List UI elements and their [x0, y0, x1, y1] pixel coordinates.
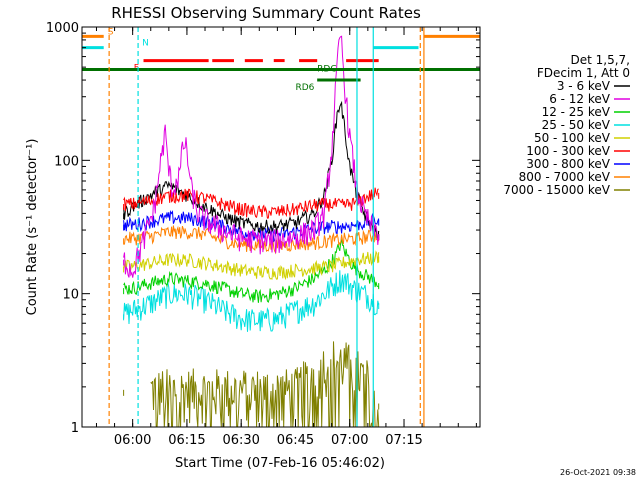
- y-tick-label: 1000: [46, 21, 79, 36]
- series-line-6: [123, 210, 380, 243]
- y-axis-label: Count Rate (s⁻¹ detector⁻¹): [25, 139, 40, 316]
- y-axis: 1 10 100 1000: [46, 21, 480, 436]
- flag-label-n: N: [142, 39, 149, 49]
- series-line-5: [123, 187, 379, 219]
- plot-frame: [81, 26, 481, 428]
- x-tick-label: 06:00: [114, 433, 151, 448]
- legend-label: 300 - 800 keV: [526, 157, 610, 171]
- x-axis: 06:00 06:15 06:30 06:45 07:00 07:15: [95, 27, 477, 448]
- vertical-markers: [108, 27, 425, 427]
- series-line-4: [123, 250, 380, 281]
- legend-label: 3 - 6 keV: [557, 79, 611, 93]
- series-line-1: [123, 35, 380, 278]
- legend-header: FDecim 1, Att 0: [537, 66, 630, 80]
- x-tick-label: 06:30: [222, 433, 259, 448]
- timestamp: 26-Oct-2021 09:38: [560, 468, 636, 477]
- legend-label: 7000 - 15000 keV: [503, 183, 610, 197]
- flag-label-s: S: [108, 27, 114, 37]
- legend-label: 25 - 50 keV: [542, 118, 611, 132]
- x-axis-label: Start Time (07-Feb-16 05:46:02): [175, 456, 385, 471]
- x-tick-label: 07:15: [385, 433, 422, 448]
- flag-label-rd6: RD6: [295, 83, 314, 93]
- x-tick-label: 06:15: [168, 433, 205, 448]
- x-tick-label: 06:45: [277, 433, 314, 448]
- series-line-0: [123, 100, 380, 241]
- y-tick-label: 1: [71, 421, 79, 436]
- legend-header: Det 1,5,7,: [571, 53, 631, 67]
- chart-title: RHESSI Observing Summary Count Rates: [111, 4, 421, 22]
- legend-label: 6 - 12 keV: [549, 92, 611, 106]
- flag-label-rdc: RDC: [317, 65, 336, 75]
- y-tick-label: 10: [62, 288, 79, 303]
- legend-label: 800 - 7000 keV: [519, 170, 611, 184]
- series-line-3: [123, 270, 380, 332]
- series-line-8: [150, 341, 380, 428]
- data-traces: [123, 35, 380, 428]
- legend-label: 12 - 25 keV: [542, 105, 611, 119]
- x-tick-label: 07:00: [331, 433, 368, 448]
- legend-label: 100 - 300 keV: [526, 144, 610, 158]
- y-tick-label: 100: [54, 154, 79, 169]
- series-line-2: [123, 239, 380, 303]
- legend-label: 50 - 100 keV: [534, 131, 611, 145]
